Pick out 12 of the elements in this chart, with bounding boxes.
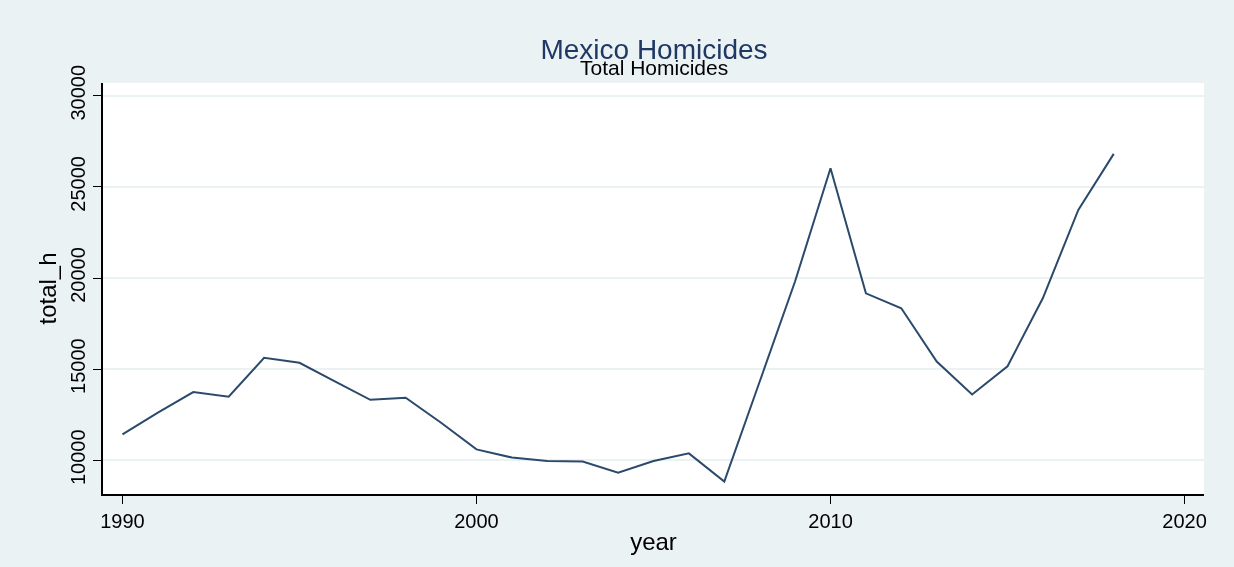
- y-tick-label: 20000: [67, 247, 89, 303]
- y-tick-label: 10000: [67, 429, 89, 486]
- line-series: [121, 152, 1115, 483]
- y-tick-label: 25000: [67, 156, 89, 212]
- x-tick-label: 1990: [100, 510, 145, 532]
- y-tick-label: 15000: [67, 338, 89, 394]
- x-tick-label: 2020: [1162, 510, 1207, 532]
- x-tick-label: 2000: [454, 510, 499, 532]
- x-axis-title: year: [630, 527, 677, 555]
- x-tick-label: 2010: [808, 510, 853, 532]
- y-tick-label: 30000: [67, 64, 89, 121]
- y-axis-title: total_h: [33, 252, 61, 325]
